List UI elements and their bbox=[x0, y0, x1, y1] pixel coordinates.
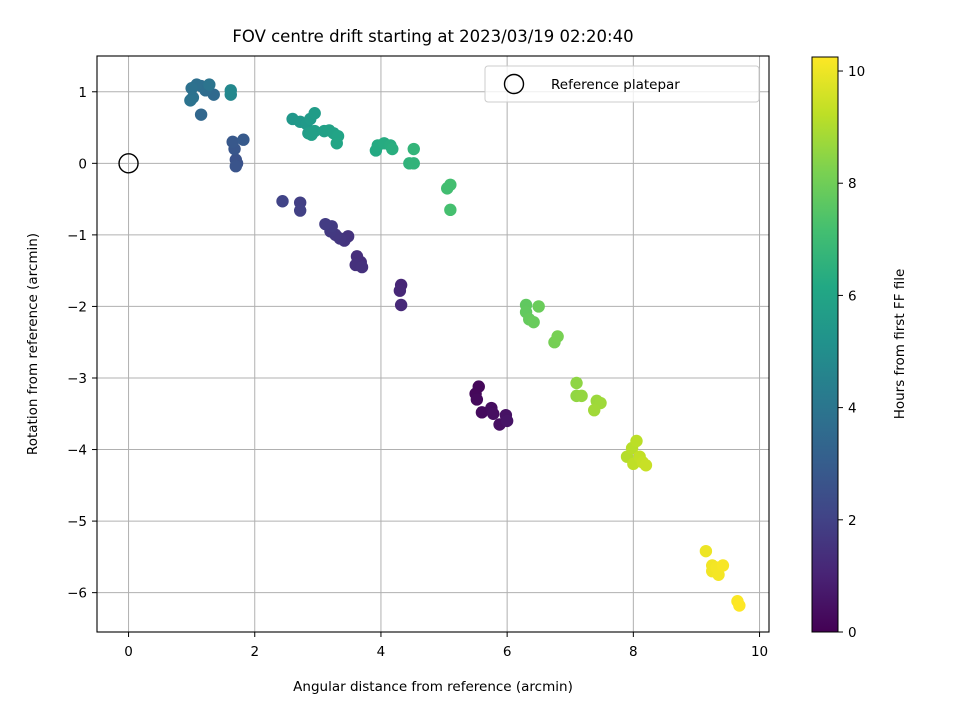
data-point bbox=[444, 203, 457, 217]
data-point bbox=[407, 157, 420, 170]
y-tick-label: 0 bbox=[78, 156, 87, 172]
data-point bbox=[226, 135, 239, 149]
y-axis-label: Rotation from reference (arcmin) bbox=[25, 233, 41, 455]
data-point bbox=[575, 389, 588, 403]
data-points bbox=[184, 78, 746, 612]
reference-marker-group bbox=[118, 153, 139, 174]
data-point bbox=[527, 315, 540, 329]
data-point bbox=[386, 142, 399, 156]
data-point bbox=[203, 78, 216, 91]
x-tick-label: 2 bbox=[250, 644, 259, 660]
legend-reference-marker bbox=[503, 73, 525, 95]
data-point bbox=[630, 434, 643, 448]
legend: Reference platepar bbox=[484, 65, 760, 103]
data-point bbox=[475, 406, 489, 419]
colorbar-tick-label: 8 bbox=[848, 176, 857, 192]
y-tick-label: −6 bbox=[67, 586, 87, 602]
data-point bbox=[224, 84, 237, 97]
data-point bbox=[394, 298, 408, 312]
y-axis-ticks: 1 0 −1 −2 −3 −4 −5 −6 bbox=[67, 85, 97, 602]
data-point bbox=[699, 544, 713, 558]
y-tick-label: −2 bbox=[67, 299, 87, 315]
data-point bbox=[319, 217, 332, 231]
data-point bbox=[305, 128, 318, 141]
colorbar-tick-label: 2 bbox=[848, 513, 857, 529]
data-point bbox=[716, 559, 730, 572]
data-point bbox=[733, 599, 746, 612]
x-tick-label: 0 bbox=[124, 644, 133, 660]
data-point bbox=[330, 137, 343, 150]
data-point bbox=[393, 284, 407, 297]
colorbar bbox=[811, 56, 839, 633]
y-tick-label: −1 bbox=[67, 228, 87, 244]
x-tick-label: 8 bbox=[629, 644, 638, 660]
data-point bbox=[570, 376, 583, 390]
data-point bbox=[500, 414, 514, 428]
colorbar-ticks: 0 2 4 6 8 10 bbox=[838, 64, 865, 641]
data-point bbox=[712, 568, 725, 581]
data-point bbox=[551, 330, 564, 343]
y-tick-label: −5 bbox=[67, 514, 87, 530]
data-point bbox=[470, 393, 484, 406]
chart-title: FOV centre drift starting at 2023/03/19 … bbox=[232, 27, 633, 46]
x-axis-ticks: 0 2 4 6 8 10 bbox=[124, 632, 768, 660]
y-tick-label: −3 bbox=[67, 371, 87, 387]
x-axis-label: Angular distance from reference (arcmin) bbox=[293, 679, 573, 695]
colorbar-tick-label: 4 bbox=[848, 401, 857, 417]
y-tick-label: 1 bbox=[78, 85, 87, 101]
colorbar-label: Hours from first FF file bbox=[892, 269, 908, 420]
data-point bbox=[532, 300, 545, 313]
data-point bbox=[229, 159, 243, 173]
data-point bbox=[237, 133, 250, 146]
data-point bbox=[194, 108, 208, 121]
data-point bbox=[588, 403, 601, 417]
data-point bbox=[444, 178, 457, 191]
data-point bbox=[276, 195, 289, 208]
data-point bbox=[185, 81, 198, 95]
x-tick-label: 4 bbox=[377, 644, 386, 660]
data-point bbox=[293, 204, 307, 217]
legend-label: Reference platepar bbox=[551, 77, 680, 93]
legend-box bbox=[484, 65, 760, 103]
data-point bbox=[355, 260, 369, 274]
reference-marker bbox=[118, 153, 139, 174]
colorbar-tick-label: 10 bbox=[848, 64, 865, 80]
y-tick-label: −4 bbox=[67, 443, 87, 459]
colorbar-tick-label: 0 bbox=[848, 625, 857, 641]
data-point bbox=[639, 459, 653, 472]
grid-lines bbox=[97, 56, 769, 632]
data-point bbox=[407, 142, 420, 156]
data-point bbox=[487, 407, 500, 420]
data-point bbox=[308, 107, 321, 120]
plot-frame bbox=[96, 55, 770, 633]
x-tick-label: 10 bbox=[751, 644, 768, 660]
data-point bbox=[184, 94, 197, 107]
x-tick-label: 6 bbox=[503, 644, 512, 660]
colorbar-tick-label: 6 bbox=[848, 288, 857, 304]
